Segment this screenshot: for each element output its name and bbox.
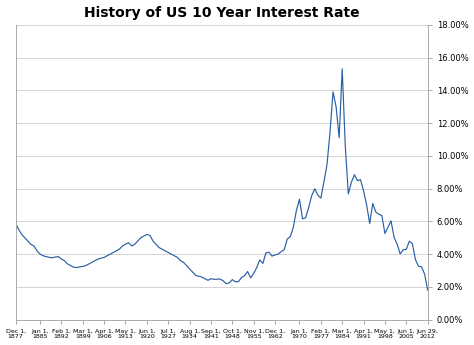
Title: History of US 10 Year Interest Rate: History of US 10 Year Interest Rate (84, 6, 359, 20)
